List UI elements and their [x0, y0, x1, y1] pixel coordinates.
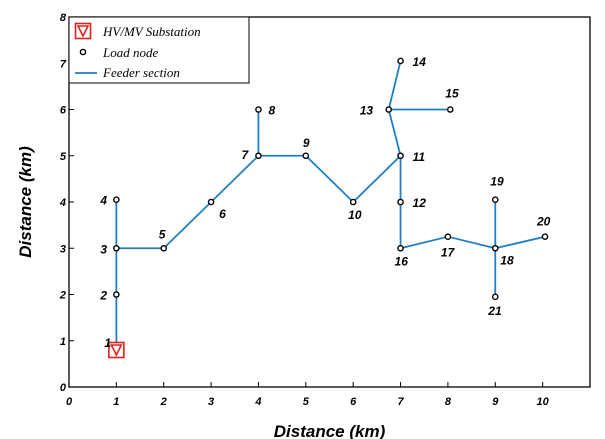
- x-tick-label: 2: [160, 396, 167, 408]
- load-node-marker: [255, 106, 262, 113]
- load-node-marker: [446, 106, 454, 113]
- x-tick-label: 9: [492, 396, 499, 408]
- y-tick-label: 1: [60, 336, 66, 348]
- substation-legend-marker: [74, 22, 92, 40]
- node-label: 17: [441, 246, 456, 260]
- y-tick-label: 6: [60, 105, 67, 117]
- node-label: 5: [159, 227, 166, 241]
- load-node-marker: [491, 293, 499, 301]
- feeder-section: [447, 235, 496, 250]
- x-axis-title: Distance (km): [274, 422, 386, 439]
- feeder-section: [495, 235, 546, 250]
- load-node-marker: [385, 106, 393, 113]
- substation-marker: [108, 341, 125, 359]
- y-tick-label: 5: [60, 151, 67, 163]
- x-tick-label: 7: [397, 396, 404, 408]
- feeder-section: [387, 60, 402, 110]
- node-label: 7: [241, 148, 249, 162]
- legend-label-substation: HV/MV Substation: [102, 24, 201, 39]
- x-tick-label: 10: [537, 396, 550, 408]
- x-tick-label: 1: [113, 396, 119, 408]
- y-tick-label: 4: [59, 197, 66, 209]
- node-label: 21: [487, 304, 502, 318]
- x-tick-label: 8: [445, 396, 452, 408]
- x-tick-label: 5: [303, 396, 310, 408]
- node-label: 16: [395, 254, 409, 268]
- feeder-section: [163, 201, 212, 249]
- node-label: 4: [99, 194, 107, 208]
- load-node-marker: [397, 198, 404, 206]
- y-tick-label: 2: [59, 290, 66, 302]
- feeder-section: [210, 155, 260, 203]
- node-label: 2: [99, 289, 107, 303]
- y-axis-title: Distance (km): [16, 146, 35, 258]
- node-label: 3: [100, 242, 107, 256]
- x-tick-label: 3: [208, 396, 214, 408]
- node-label: 10: [348, 208, 362, 222]
- legend-box: [68, 16, 250, 84]
- load-node-marker: [113, 291, 120, 298]
- load-node-marker: [113, 196, 120, 203]
- node-label: 1: [104, 336, 111, 350]
- load-node-marker: [302, 152, 310, 160]
- x-tick-label: 6: [350, 396, 357, 408]
- y-tick-label: 0: [60, 382, 67, 394]
- load-node-marker: [491, 196, 499, 203]
- feeder-section: [400, 235, 449, 250]
- node-label: 15: [445, 87, 459, 101]
- load-node-marker: [113, 244, 120, 252]
- load-node-marker: [255, 152, 262, 160]
- load-nodes: [108, 57, 549, 359]
- x-tick-label: 4: [254, 396, 261, 408]
- load-node-marker: [397, 244, 404, 252]
- load-node-legend-icon: [79, 48, 87, 56]
- load-node-marker: [491, 244, 499, 252]
- node-label: 18: [500, 253, 514, 267]
- feeder-section: [387, 109, 402, 156]
- node-label: 6: [219, 207, 226, 221]
- y-tick-label: 7: [60, 58, 67, 70]
- node-label: 13: [360, 104, 374, 118]
- x-tick-label: 0: [66, 396, 73, 408]
- load-node-marker: [541, 233, 549, 240]
- load-node-marker: [207, 198, 215, 206]
- node-label: 19: [490, 175, 504, 189]
- node-label: 14: [413, 55, 427, 69]
- feeder-sections: [115, 60, 546, 350]
- y-tick-label: 3: [60, 243, 66, 255]
- feeder-section: [352, 155, 402, 203]
- legend-label-load-node: Load node: [102, 45, 158, 60]
- load-node-marker: [349, 198, 357, 206]
- node-label: 9: [303, 136, 310, 150]
- load-node-marker: [397, 152, 404, 160]
- feeder-section: [305, 155, 354, 203]
- load-node-marker: [160, 244, 168, 252]
- substation-legend-icon: [74, 22, 92, 40]
- node-label: 8: [268, 104, 275, 118]
- node-label: 20: [536, 215, 551, 229]
- node-label: 11: [413, 150, 426, 164]
- legend-label-feeder: Feeder section: [102, 65, 180, 80]
- legend: HV/MV Substation Load node Feeder sectio…: [68, 16, 250, 84]
- load-node-marker: [444, 233, 452, 240]
- load-node-marker: [397, 57, 404, 65]
- node-label: 12: [413, 196, 427, 210]
- y-tick-label: 8: [60, 12, 67, 24]
